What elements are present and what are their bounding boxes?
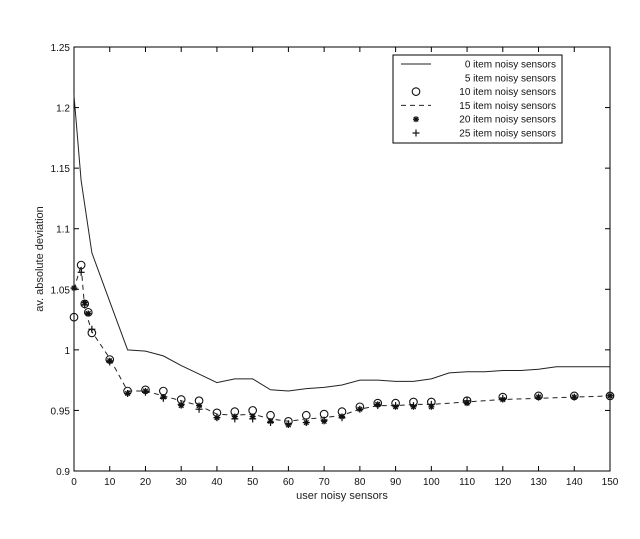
legend-swatch-marker	[413, 116, 419, 123]
x-tick-label: 90	[390, 477, 402, 488]
y-tick-label: 1.2	[56, 104, 70, 115]
data-point	[69, 312, 79, 322]
y-tick-label: 1.05	[51, 285, 71, 296]
x-tick-label: 150	[602, 477, 619, 488]
data-point	[85, 310, 92, 317]
data-point	[81, 301, 89, 309]
legend-entry-label: 5 item noisy sensors	[465, 73, 556, 84]
data-point	[195, 405, 203, 413]
data-point	[374, 402, 382, 410]
data-point	[463, 397, 471, 405]
legend: 0 item noisy sensors 5 item noisy sensors…	[392, 54, 563, 144]
data-point	[320, 416, 328, 424]
x-tick-label: 70	[319, 477, 331, 488]
data-point	[213, 414, 221, 422]
data-point	[535, 393, 543, 401]
x-tick-label: 100	[423, 477, 440, 488]
legend-swatch-marker	[411, 87, 421, 96]
data-point	[338, 414, 346, 422]
data-point	[392, 402, 400, 410]
data-point	[570, 393, 578, 401]
x-tick-label: 60	[283, 477, 295, 488]
x-tick-label: 50	[247, 477, 259, 488]
x-tick-label: 20	[140, 477, 152, 488]
x-tick-label: 0	[71, 477, 77, 488]
series-5	[70, 268, 614, 428]
y-axis-label: av. absolute deviation	[34, 206, 46, 312]
legend-entry-label: 25 item noisy sensors	[459, 129, 556, 140]
y-tick-label: 0.95	[51, 406, 71, 417]
data-point	[606, 392, 614, 400]
series-layer	[69, 95, 615, 428]
data-point	[409, 402, 417, 410]
legend-entry-label: 15 item noisy sensors	[459, 101, 556, 112]
legend-entry-label: 10 item noisy sensors	[459, 87, 556, 98]
data-point	[77, 268, 85, 276]
data-point	[231, 415, 239, 423]
x-tick-label: 30	[176, 477, 188, 488]
x-tick-label: 140	[566, 477, 583, 488]
y-axis-ticks: 0.9 0.95 1 1.05 1.1 1.15 1.2 1.25	[51, 43, 610, 478]
series-0	[73, 95, 610, 392]
x-axis-ticks: 0 10 20 30 40 50 60 70 80 90 100 110 120 130 140 150	[71, 47, 619, 488]
data-point	[141, 388, 149, 396]
data-point	[124, 389, 132, 397]
x-tick-label: 40	[211, 477, 223, 488]
x-tick-label: 130	[530, 477, 547, 488]
x-tick-label: 120	[494, 477, 511, 488]
data-point	[356, 405, 364, 413]
legend-entry-label: 0 item noisy sensors	[465, 60, 556, 71]
legend-swatch-marker	[412, 129, 420, 137]
legend-box	[392, 54, 563, 144]
data-point	[177, 400, 185, 408]
series-line	[73, 95, 610, 392]
data-point	[499, 394, 507, 402]
data-point	[267, 419, 275, 427]
data-point	[605, 391, 615, 401]
y-tick-label: 1.15	[51, 164, 71, 175]
data-point	[106, 358, 114, 366]
y-tick-label: 0.9	[56, 467, 70, 478]
x-tick-label: 110	[459, 477, 475, 488]
y-tick-label: 1.1	[56, 225, 70, 236]
y-tick-label: 1.25	[51, 43, 71, 54]
x-tick-label: 80	[354, 477, 366, 488]
x-axis-label: user noisy sensors	[296, 490, 388, 502]
y-tick-label: 1	[64, 346, 70, 357]
data-point	[284, 420, 292, 428]
data-point	[88, 325, 96, 333]
legend-entry-label: 20 item noisy sensors	[459, 115, 556, 126]
data-point	[159, 394, 167, 402]
data-point	[427, 400, 435, 408]
data-point	[302, 419, 310, 427]
x-tick-label: 10	[104, 477, 116, 488]
data-point	[70, 284, 78, 292]
data-point	[249, 415, 257, 423]
